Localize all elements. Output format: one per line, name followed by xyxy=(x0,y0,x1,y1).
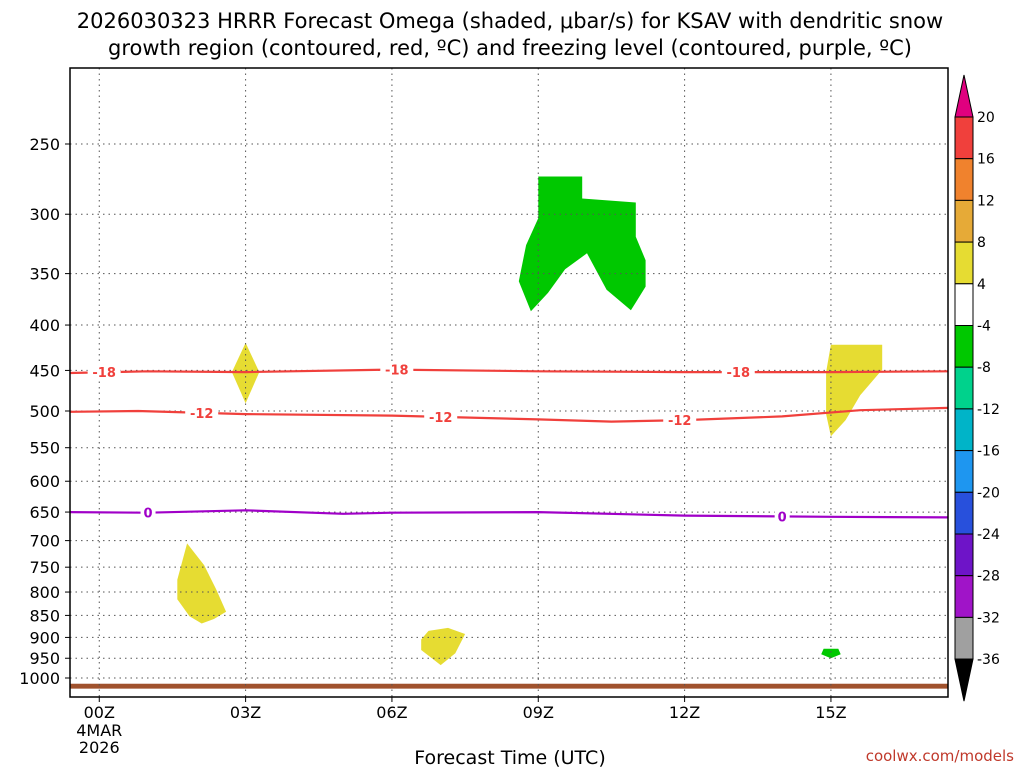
contour-label-bg-minus18-isotherm-2 xyxy=(721,364,755,381)
y-tick-label-1000: 1000 xyxy=(19,669,60,688)
colorbar-bin-5 xyxy=(954,283,974,326)
contour-label-freezing-level-1: 0 xyxy=(778,510,787,525)
contour-label-bg-minus12-isotherm-2 xyxy=(663,412,697,429)
colorbar-label-2: 12 xyxy=(977,193,995,209)
colorbar-label-3: 8 xyxy=(977,235,986,251)
colorbar-bin-8 xyxy=(954,408,974,452)
colorbar-label-12: -32 xyxy=(977,610,1000,626)
colorbar-label-5: -4 xyxy=(977,319,991,335)
colorbar-bin-6 xyxy=(954,325,974,368)
colorbar-label-9: -20 xyxy=(977,485,1000,501)
colorbar-bin-2 xyxy=(954,158,974,201)
colorbar-bin-3 xyxy=(954,199,974,243)
contour-label-bg-minus12-isotherm-1 xyxy=(424,408,458,425)
colorbar-label-7: -12 xyxy=(977,402,1000,418)
colorbar-label-0: 20 xyxy=(977,110,995,126)
colorbar-label-8: -16 xyxy=(977,444,1000,460)
x-tick-label-03Z: 03Z xyxy=(230,703,261,722)
x-tick-label-09Z: 09Z xyxy=(523,703,554,722)
colorbar-label-11: -28 xyxy=(977,569,1000,585)
shaded-region-upper-ascent xyxy=(518,176,646,312)
x-tick-label-12Z: 12Z xyxy=(669,703,700,722)
y-tick-label-350: 350 xyxy=(29,265,60,284)
y-tick-label-900: 900 xyxy=(29,628,60,647)
contour-label-minus12-isotherm-2: -12 xyxy=(668,414,692,429)
colorbar: 20 16 12 8 4 -4 -8 -12 -16 -20 -24 -28 -32 -36 xyxy=(954,74,1000,702)
contour-label-freezing-level-0: 0 xyxy=(144,507,153,522)
x-tick-label-06Z: 06Z xyxy=(376,703,407,722)
y-tick-label-850: 850 xyxy=(29,606,60,625)
y-tick-label-300: 300 xyxy=(29,205,60,224)
colorbar-label-6: -8 xyxy=(977,360,991,376)
y-tick-label-450: 450 xyxy=(29,361,60,380)
contour-label-bg-minus18-isotherm-1 xyxy=(380,361,414,378)
plot-frame xyxy=(69,67,949,698)
credit-text: coolwx.com/models xyxy=(866,747,1014,765)
x-tick-label-00Z: 00Z xyxy=(84,703,115,722)
contour-label-minus12-isotherm-0: -12 xyxy=(190,407,214,422)
contour-label-minus12-isotherm-1: -12 xyxy=(429,411,453,426)
y-tick-label-250: 250 xyxy=(29,135,60,154)
contour-label-bg-minus18-isotherm-0 xyxy=(87,364,121,381)
colorbar-bin-12 xyxy=(954,575,974,618)
x-date-year: 2026 xyxy=(79,738,120,757)
contour-label-minus18-isotherm-0: -18 xyxy=(92,366,116,381)
y-tick-label-950: 950 xyxy=(29,649,60,668)
y-tick-label-600: 600 xyxy=(29,472,60,491)
chart-title-line1: 2026030323 HRRR Forecast Omega (shaded, … xyxy=(77,9,943,33)
shaded-region-low-near-02z xyxy=(177,543,227,624)
y-tick-label-800: 800 xyxy=(29,583,60,602)
contour-label-bg-freezing-level-0 xyxy=(140,504,156,521)
y-tick-label-650: 650 xyxy=(29,503,60,522)
contour-label-bg-minus12-isotherm-0 xyxy=(185,404,219,421)
colorbar-bin-7 xyxy=(954,366,974,410)
y-tick-label-550: 550 xyxy=(29,439,60,458)
x-axis-label: Forecast Time (UTC) xyxy=(414,747,605,768)
plot-area: -18 -18 -18 -12 -12 -12 0 0 250 300 350 400 450 500 55… xyxy=(19,67,949,757)
contour-label-minus18-isotherm-2: -18 xyxy=(727,366,751,381)
colorbar-bin-4 xyxy=(954,241,974,285)
shaded-region-low-near-07z xyxy=(421,627,466,666)
colorbar-bin-11 xyxy=(954,533,974,577)
colorbar-label-13: -36 xyxy=(977,652,1000,668)
colorbar-bin-bottom xyxy=(954,658,974,702)
chart-title-line2: growth region (contoured, red, ºC) and f… xyxy=(108,36,912,60)
contour-label-bg-freezing-level-1 xyxy=(774,508,790,525)
contour-minus18-isotherm xyxy=(69,368,949,375)
colorbar-bin-10 xyxy=(954,491,974,535)
y-tick-label-400: 400 xyxy=(29,316,60,335)
y-tick-label-700: 700 xyxy=(29,532,60,551)
colorbar-label-10: -24 xyxy=(977,527,1000,543)
x-tick-label-15Z: 15Z xyxy=(815,703,846,722)
shaded-region-small-near-15z xyxy=(821,648,841,659)
colorbar-bin-9 xyxy=(954,450,974,493)
colorbar-bin-13 xyxy=(954,616,974,660)
y-tick-label-500: 500 xyxy=(29,402,60,421)
colorbar-label-1: 16 xyxy=(977,152,995,168)
y-tick-label-750: 750 xyxy=(29,558,60,577)
ground-surface xyxy=(70,683,948,689)
contour-label-minus18-isotherm-1: -18 xyxy=(385,364,409,379)
shaded-region-near-15z xyxy=(826,344,883,437)
colorbar-bin-top xyxy=(954,74,974,118)
colorbar-label-4: 4 xyxy=(977,277,986,293)
x-date-month: 4MAR xyxy=(76,721,122,740)
colorbar-bin-1 xyxy=(954,116,974,160)
